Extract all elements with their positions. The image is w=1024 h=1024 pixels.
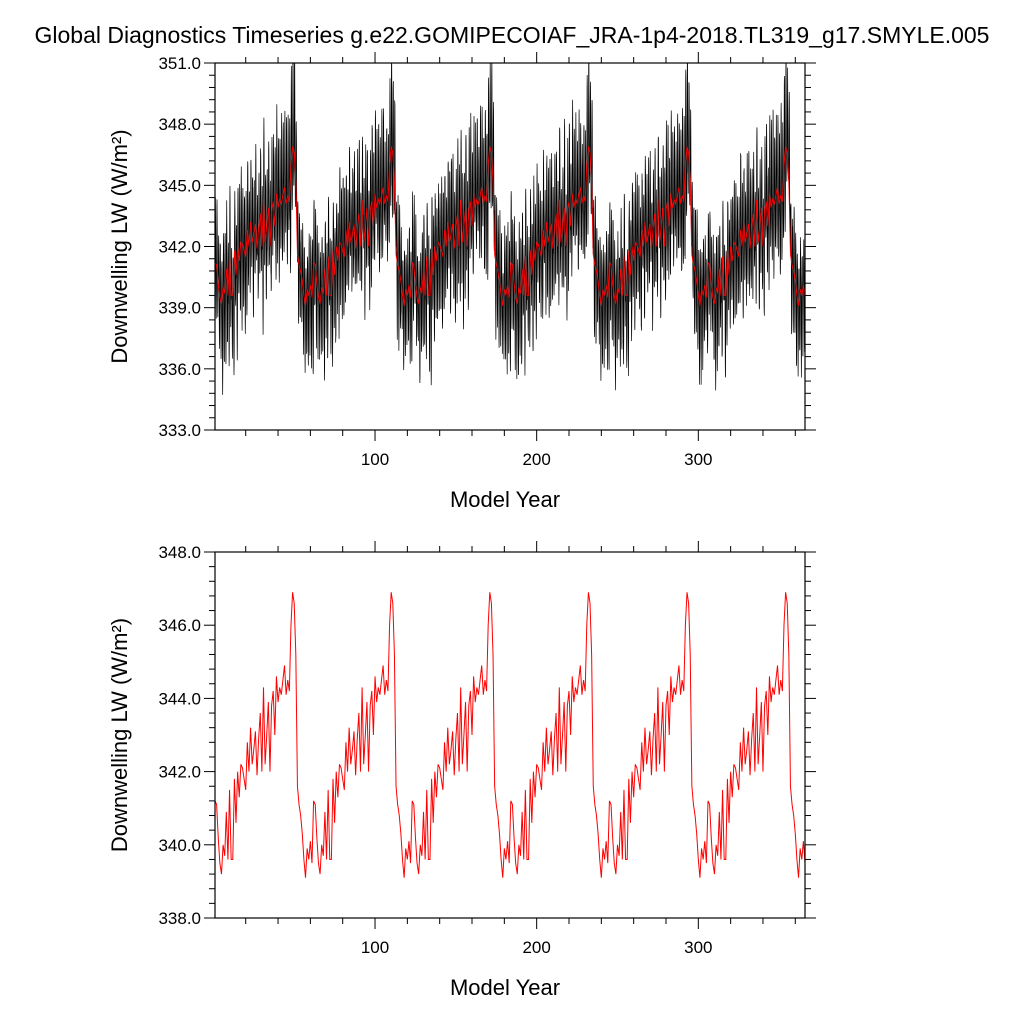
y-tick-label: 346.0 [158,616,201,635]
page-title: Global Diagnostics Timeseries g.e22.GOMI… [34,22,990,48]
plot-area [215,592,805,878]
x-axis-title: Model Year [450,975,560,1000]
y-tick-label: 340.0 [158,836,201,855]
y-tick-label: 344.0 [158,689,201,708]
y-tick-label: 348.0 [158,543,201,562]
chart-top: 333.0 336.0 339.0 342.0 345.0 348.0 351.0 100 20… [107,52,816,512]
y-tick-label: 333.0 [158,421,201,440]
x-tick-label: 100 [361,450,389,469]
series-annual-line [215,146,805,306]
x-tick-label: 100 [361,938,389,957]
x-tick-label: 200 [522,938,550,957]
series-monthly-line [215,63,805,395]
y-tick-label: 342.0 [158,763,201,782]
y-tick-label: 338.0 [158,909,201,928]
plot-frame [214,551,806,919]
x-tick-label: 300 [684,450,712,469]
y-tick-label: 336.0 [158,360,201,379]
y-tick-label: 345.0 [158,176,201,195]
y-tick-label: 339.0 [158,299,201,318]
y-tick-label: 351.0 [158,54,201,73]
x-tick-label: 300 [684,938,712,957]
series-annual-line [215,592,805,878]
y-axis-title: Downwelling LW (W/m²) [107,618,132,852]
y-tick-label: 342.0 [158,238,201,257]
y-axis-title: Downwelling LW (W/m²) [107,129,132,363]
plot-area [215,63,805,395]
x-tick-label: 200 [522,450,550,469]
chart-bottom: 338.0 340.0 342.0 344.0 346.0 348.0 100 200 300 M… [107,541,816,1000]
y-tick-label: 348.0 [158,115,201,134]
x-axis-title: Model Year [450,487,560,512]
